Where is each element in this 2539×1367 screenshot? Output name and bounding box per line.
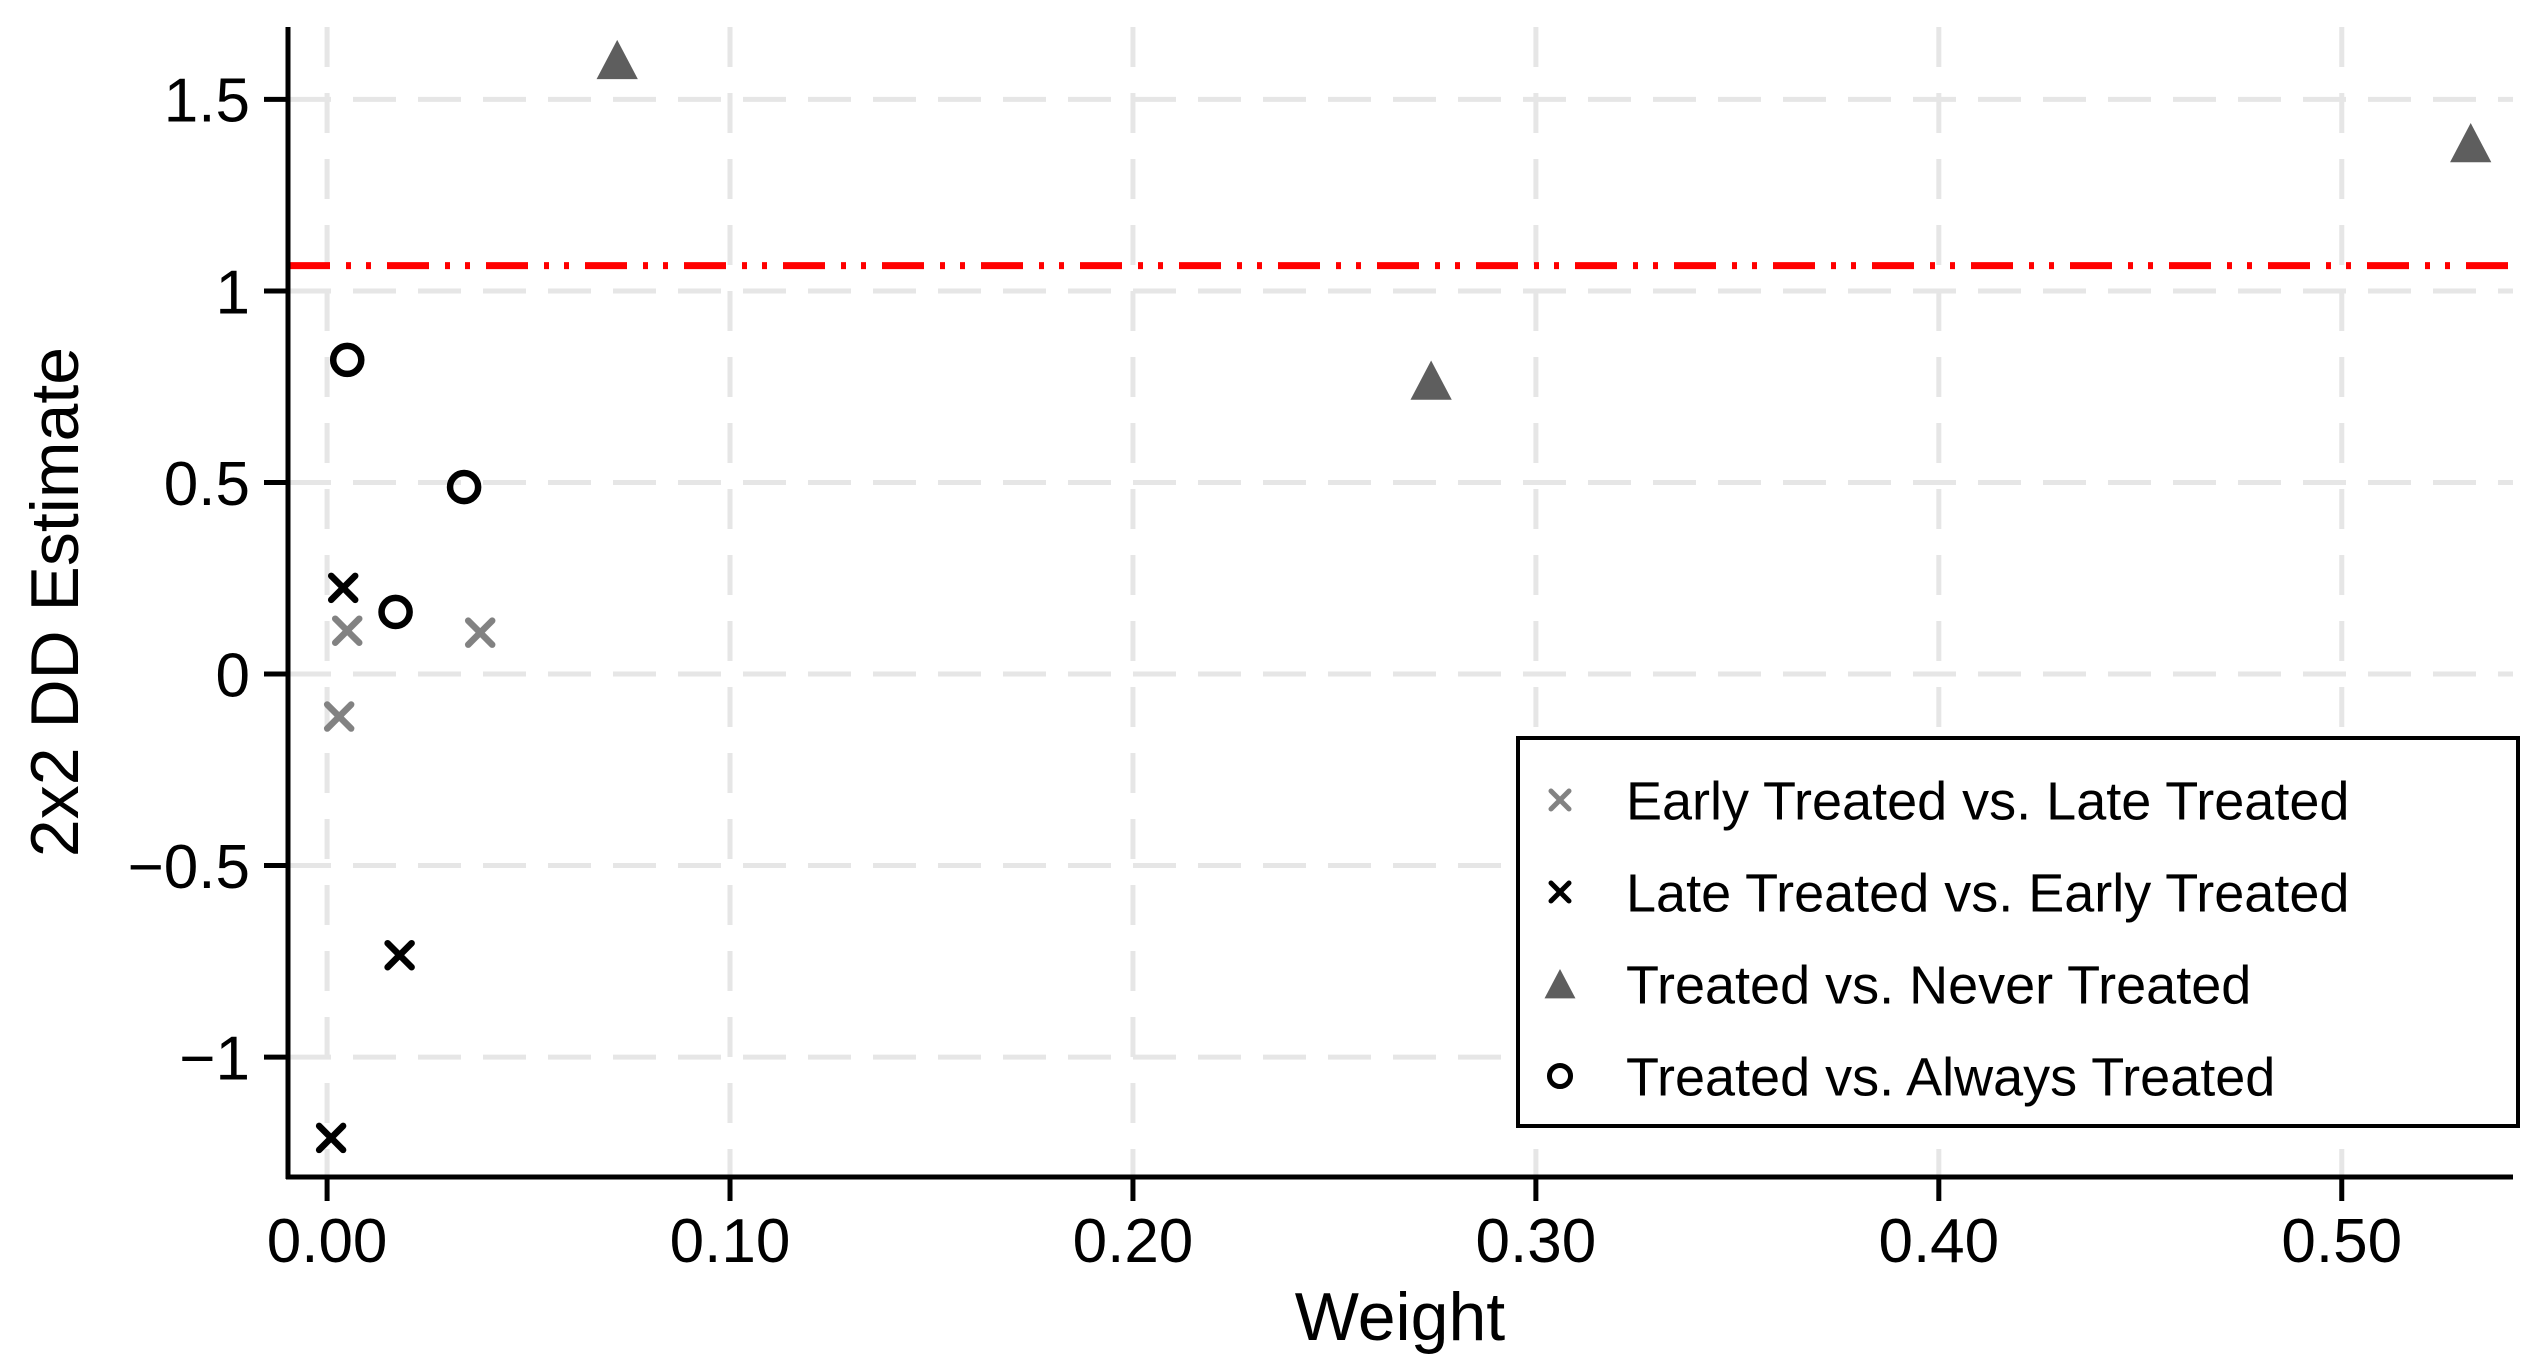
x-marker xyxy=(315,1122,347,1154)
triangle-marker xyxy=(1410,360,1452,400)
y-tick-label: 0.5 xyxy=(164,450,250,519)
series-2 xyxy=(596,39,2492,400)
legend-item: Late Treated vs. Early Treated xyxy=(1548,863,2349,923)
legend-item: Early Treated vs. Late Treated xyxy=(1548,771,2349,831)
tick-labels: −1 −0.5 0 0.5 1 1.5 0.00 0.10 0.20 0.30 0.40 0.50 xyxy=(128,67,2402,1276)
x-marker xyxy=(464,617,496,648)
x-marker xyxy=(323,701,355,732)
x-marker xyxy=(331,615,363,646)
x-tick-label: 0.50 xyxy=(2281,1207,2402,1276)
y-tick-label: 1.5 xyxy=(164,67,250,136)
circle-marker xyxy=(1546,1062,1574,1090)
x-marker xyxy=(384,939,415,971)
x-axis-title: Weight xyxy=(1295,1279,1506,1355)
x-tick-label: 0.00 xyxy=(267,1207,388,1276)
y-axis-title: 2x2 DD Estimate xyxy=(17,347,93,857)
x-marker xyxy=(327,572,359,604)
y-tick-label: −0.5 xyxy=(128,833,250,902)
y-tick-label: 1 xyxy=(216,258,250,327)
y-tick-label: −1 xyxy=(179,1024,250,1093)
legend-item-label: Treated vs. Never Treated xyxy=(1626,955,2251,1015)
axes xyxy=(264,27,2513,1201)
triangle-marker xyxy=(596,39,638,80)
x-tick-label: 0.40 xyxy=(1878,1207,1999,1276)
legend-item: Treated vs. Always Treated xyxy=(1546,1047,2275,1107)
legend-item-label: Early Treated vs. Late Treated xyxy=(1626,771,2349,831)
circle-marker xyxy=(378,594,413,630)
circle-marker xyxy=(446,469,482,505)
legend: Early Treated vs. Late Treated Late Treat… xyxy=(1516,736,2520,1128)
legend-item-label: Late Treated vs. Early Treated xyxy=(1626,863,2349,923)
series-3 xyxy=(329,342,482,630)
series-1 xyxy=(315,572,415,1154)
triangle-marker xyxy=(2450,123,2492,163)
series-0 xyxy=(323,615,496,732)
x-tick-label: 0.20 xyxy=(1073,1207,1194,1276)
legend-item-label: Treated vs. Always Treated xyxy=(1626,1047,2275,1107)
x-tick-label: 0.10 xyxy=(670,1207,791,1276)
circle-marker xyxy=(329,342,365,378)
x-marker xyxy=(1548,788,1572,812)
legend-item: Treated vs. Never Treated xyxy=(1544,955,2251,1015)
x-tick-label: 0.30 xyxy=(1476,1207,1597,1276)
legend-box xyxy=(1516,736,2520,1128)
x-marker xyxy=(1548,880,1572,904)
data-points xyxy=(315,39,2492,1154)
y-tick-label: 0 xyxy=(216,641,250,710)
triangle-marker xyxy=(1544,968,1576,999)
